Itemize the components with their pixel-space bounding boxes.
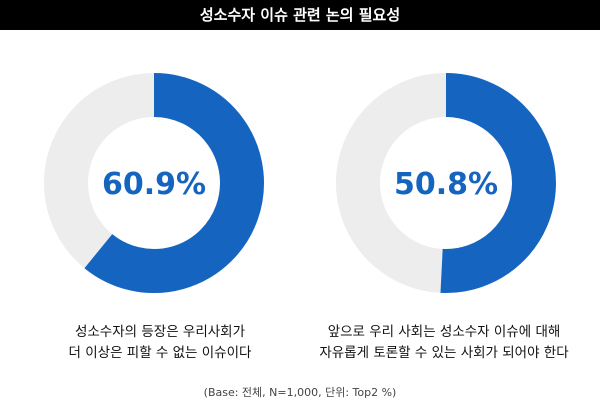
donut-1-caption-line-2: 더 이상은 피할 수 없는 이슈이다 [68,345,252,361]
donut-1-value-label: 60.9% [102,167,206,202]
donut-2-caption-line-1: 앞으로 우리 사회는 성소수자 이슈에 대해 [327,324,561,340]
donut-2-value-label: 50.8% [394,167,498,202]
donut-chart-1: 60.9% [44,73,264,293]
donut-charts: 60.9% 50.8% [44,73,556,293]
donut-2-value-slice [440,73,556,293]
donut-1-value-slice [84,73,264,293]
donut-2-caption: 앞으로 우리 사회는 성소수자 이슈에 대해 자유롭게 토론할 수 있는 사회가… [288,322,600,364]
donut-chart-2: 50.8% [336,73,556,293]
base-footnote: (Base: 전체, N=1,000, 단위: Top2 %) [203,386,397,399]
donut-2-caption-line-2: 자유롭게 토론할 수 있는 사회가 되어야 한다 [319,345,569,361]
donut-1-caption-line-1: 성소수자의 등장은 우리사회가 [74,324,246,340]
donut-1-caption: 성소수자의 등장은 우리사회가 더 이상은 피할 수 없는 이슈이다 [20,322,300,364]
chart-title: 성소수자 이슈 관련 논의 필요성 [0,0,600,30]
